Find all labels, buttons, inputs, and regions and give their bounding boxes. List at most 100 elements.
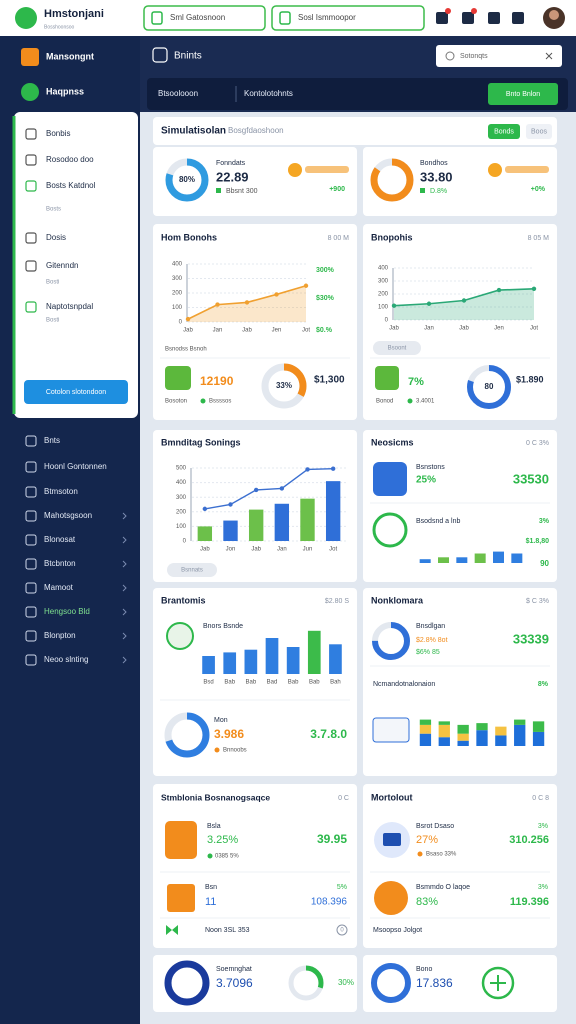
submenu-sub: Bosti: [46, 318, 59, 324]
nav-item: Neoo slnting: [44, 655, 88, 664]
stat-value: 3.986: [214, 727, 244, 741]
search-box[interactable]: [271, 5, 425, 31]
y-tick-label: 400: [378, 266, 389, 272]
search-icon: [151, 11, 163, 25]
x-tick-label: Bsd: [203, 680, 213, 686]
kpi-bar: [305, 166, 349, 173]
bar: [419, 559, 431, 563]
stat-change: 3.25%: [207, 834, 238, 846]
stat-change: 83%: [416, 896, 438, 908]
point: [305, 467, 310, 472]
stat-value: 12190: [200, 374, 234, 388]
card-meta: $ C 3%: [526, 598, 549, 605]
stat-icon: [372, 512, 408, 548]
stat-label: Bsrot Dsaso: [416, 823, 454, 830]
bar-segment: [419, 724, 432, 734]
point: [496, 287, 502, 293]
bar: [511, 553, 523, 563]
bar-segment: [457, 724, 469, 734]
card: [363, 784, 557, 948]
card: [363, 955, 557, 1012]
submenu-item: Bonbis: [46, 129, 70, 138]
search-icon: [445, 51, 455, 61]
submenu-icon: [25, 180, 37, 192]
y-tick-label: 0: [179, 320, 183, 326]
stat-note: Bssssos: [209, 399, 231, 405]
button-label: Bonds: [494, 128, 514, 135]
stat-note: Bonod: [376, 399, 393, 405]
stat-icon: [374, 881, 408, 915]
search-box[interactable]: [436, 45, 562, 67]
card-title: Neosicms: [371, 437, 414, 447]
x-tick-label: Jab: [242, 328, 252, 334]
bar-segment: [457, 733, 469, 741]
nav-icon: [25, 630, 37, 642]
bar: [325, 481, 341, 541]
bar: [244, 649, 258, 674]
button-label: Cotolon slotondoon: [46, 389, 106, 396]
bar: [265, 638, 279, 674]
point: [391, 303, 397, 308]
bar-segment: [457, 740, 469, 746]
x-tick-label: Jan: [213, 328, 223, 334]
stat-value: 17.836: [416, 976, 453, 990]
point: [426, 301, 432, 306]
stat-icon: [165, 366, 191, 390]
nav-icon: [25, 606, 37, 618]
stat-change: 25%: [416, 475, 436, 486]
stat-total: 3.7.8.0: [310, 727, 347, 741]
card-footer: Noon 3SL 353: [205, 927, 250, 934]
search-box[interactable]: [143, 5, 266, 31]
stat-total: $1.890: [516, 374, 544, 384]
bar-segment: [532, 721, 545, 732]
nav-item: Mamoot: [44, 583, 74, 592]
bar: [274, 503, 290, 541]
bar-segment: [476, 730, 488, 746]
status-dot: [216, 188, 221, 193]
x-tick-label: Bah: [330, 680, 341, 686]
point: [215, 302, 220, 307]
point: [185, 316, 191, 322]
card-title: Simulatisolan: [161, 126, 226, 137]
ring-value: [164, 712, 210, 758]
panel-button[interactable]: [24, 380, 128, 404]
stat-change: 5%: [337, 884, 347, 891]
nav-item: Mansongnt: [46, 51, 94, 61]
bar: [329, 644, 342, 674]
annotation: 300%: [316, 267, 335, 274]
x-tick-label: Bab: [246, 680, 257, 686]
x-tick-label: Jot: [530, 326, 538, 332]
stat-icon: [371, 963, 411, 1003]
stat-label: Bsodsnd a lnb: [416, 518, 460, 525]
card-title: Brantomis: [161, 595, 206, 605]
toolbar-icon: [462, 12, 474, 24]
y-tick-label: 0: [183, 539, 187, 545]
stat-note: Bnnoobs: [223, 748, 247, 754]
y-tick-label: 200: [172, 291, 183, 297]
bar-segment: [476, 723, 488, 731]
stat-value: 33339: [513, 631, 549, 646]
button[interactable]: [488, 124, 520, 139]
toolbar-button[interactable]: [488, 83, 558, 105]
bar-segment: [514, 724, 526, 746]
nav-item: Hengsoo Bld: [44, 607, 90, 616]
search-placeholder: Sosl Ismmoopor: [298, 13, 356, 22]
stat-label: Bono: [416, 966, 432, 973]
nav-item: Btcbnton: [44, 559, 76, 568]
bar-segment: [495, 726, 507, 736]
bar: [307, 630, 321, 674]
x-tick-label: Jun: [303, 547, 313, 553]
ring-value: [261, 363, 307, 409]
y-tick-label: 100: [176, 524, 187, 530]
x-tick-label: Jot: [329, 547, 337, 553]
stat-value: 3.7096: [216, 976, 253, 990]
point: [244, 300, 250, 305]
toolbar-item: Btsoolooon: [158, 89, 198, 98]
card-meta: 0 C 8: [532, 795, 549, 802]
bar: [474, 553, 486, 563]
nav-item: Bnts: [44, 436, 60, 445]
kpi-value: 33.80: [420, 169, 453, 184]
bar-segment: [532, 731, 545, 746]
nav-icon: [25, 486, 37, 498]
